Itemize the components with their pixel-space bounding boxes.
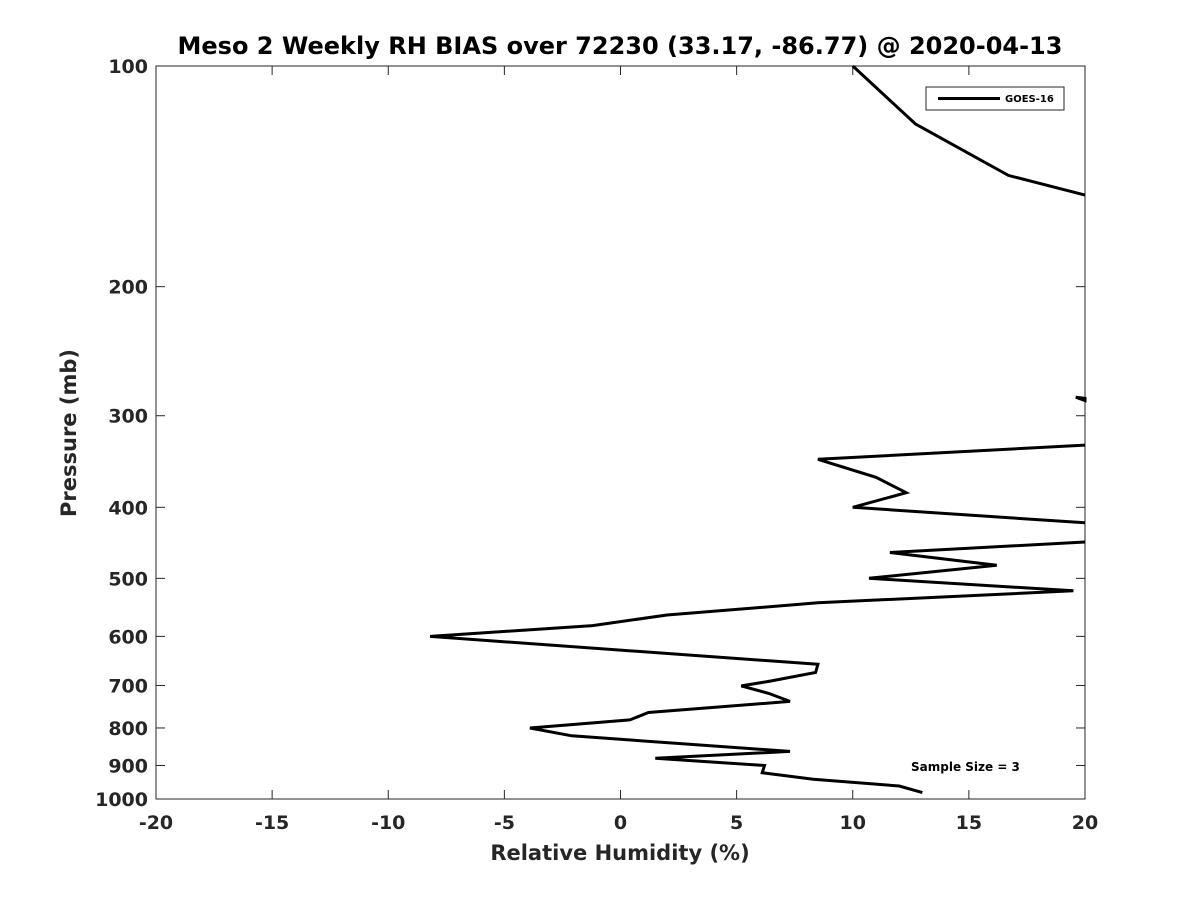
y-tick-label: 100 [108, 56, 148, 78]
y-tick-label: 700 [108, 675, 148, 697]
y-axis-label: Pressure (mb) [57, 349, 81, 517]
x-tick-label: -10 [371, 812, 405, 834]
x-tick-label: -20 [139, 812, 173, 834]
legend: GOES-16 [925, 86, 1065, 111]
series-line-goes-16 [851, 64, 1086, 197]
y-tick-label: 1000 [95, 789, 148, 811]
legend-label-goes-16: GOES-16 [1005, 94, 1054, 105]
series-line-goes-16 [1075, 395, 1087, 403]
x-axis: -20 -15 -10 -5 0 5 10 15 20 [139, 66, 1098, 834]
series-lines [429, 64, 1087, 795]
y-tick-label: 900 [108, 755, 148, 777]
x-tick-label: -15 [255, 812, 289, 834]
x-tick-label: 20 [1072, 812, 1098, 834]
y-tick-label: 200 [108, 277, 148, 299]
y-tick-label: 400 [108, 497, 148, 519]
plot-frame [155, 65, 1086, 800]
x-tick-label: -5 [494, 812, 515, 834]
y-axis: 100 200 300 400 500 600 700 800 900 1000 [95, 56, 1085, 811]
y-tick-label: 500 [108, 568, 148, 590]
x-tick-label: 0 [614, 812, 627, 834]
y-tick-label: 300 [108, 406, 148, 428]
sample-size-annotation: Sample Size = 3 [911, 760, 1020, 774]
y-tick-label: 600 [108, 626, 148, 648]
series-line-goes-16 [817, 443, 1086, 525]
x-tick-label: 10 [840, 812, 866, 834]
x-axis-label: Relative Humidity (%) [490, 841, 749, 865]
y-tick-label: 800 [108, 718, 148, 740]
chart-title: Meso 2 Weekly RH BIAS over 72230 (33.17,… [178, 32, 1063, 60]
series-line-goes-16 [429, 540, 1086, 795]
x-tick-label: 15 [956, 812, 982, 834]
x-tick-label: 5 [730, 812, 743, 834]
